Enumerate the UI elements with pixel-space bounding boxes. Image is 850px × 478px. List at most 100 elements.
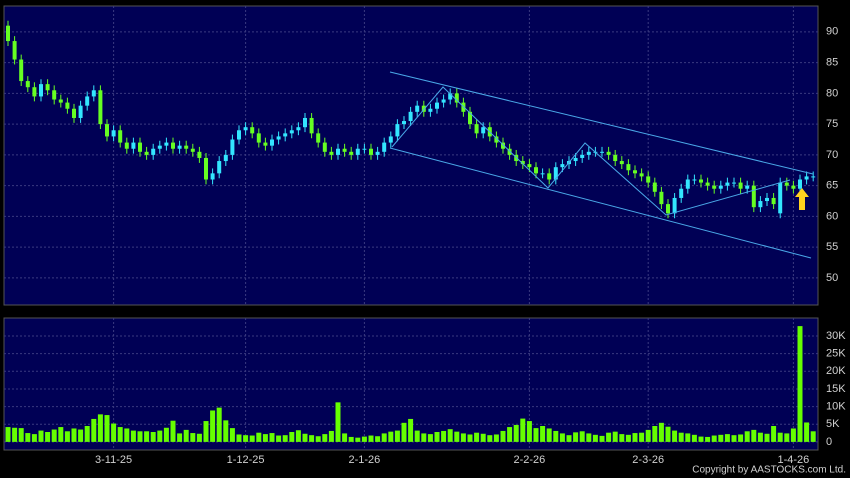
candle-body [270, 139, 274, 146]
volume-bar [368, 435, 374, 442]
volume-bar [18, 428, 24, 442]
candle-body [151, 148, 156, 155]
y-tick-label: 60 [826, 210, 838, 222]
candle-body [283, 133, 288, 137]
candle-body [798, 179, 802, 189]
volume-bar [276, 435, 282, 442]
candle-body [375, 151, 380, 155]
volume-bar [612, 431, 618, 442]
candle-body [732, 182, 736, 184]
candle-body [336, 148, 340, 155]
volume-bar [394, 430, 400, 442]
volume-bar [599, 435, 605, 442]
candle-body [72, 108, 76, 118]
volume-bar [757, 432, 763, 442]
candle-body [765, 197, 769, 202]
zigzag [391, 86, 791, 216]
volume-bar [210, 410, 216, 442]
y-tick-label: 70 [826, 149, 838, 161]
candle-body [652, 182, 657, 192]
volume-bar [427, 434, 433, 442]
candle-body [547, 173, 552, 180]
volume-bar [64, 431, 70, 442]
volume-bar [45, 432, 51, 442]
candle-body [32, 87, 37, 97]
candle-body [230, 139, 235, 155]
candle-body [105, 124, 109, 137]
candle-body [573, 157, 578, 162]
x-tick-label: 3-11-25 [95, 454, 132, 466]
candle-body [435, 102, 439, 109]
volume-bar [625, 434, 631, 442]
volume-bar [223, 420, 229, 442]
volume-bar [130, 430, 136, 442]
volume-bar [196, 433, 202, 442]
volume-bar [645, 429, 651, 442]
y-tick-label: 85 [826, 57, 838, 69]
volume-bar [335, 402, 341, 442]
candle-body [131, 142, 136, 149]
candle-body [144, 151, 149, 155]
volume-bar [381, 433, 387, 442]
volume-bar [520, 418, 526, 442]
volume-bar [51, 429, 57, 442]
volume-bar [170, 420, 176, 442]
candle-body [164, 142, 169, 146]
volume-bar [249, 435, 255, 442]
candle-body [197, 151, 202, 158]
volume-bar [328, 430, 334, 442]
candle-body [25, 81, 30, 88]
candle-body [237, 130, 241, 140]
volume-bar [163, 427, 169, 442]
channel-upper [389, 71, 814, 175]
candle-body [408, 111, 413, 122]
volume-bar [658, 422, 664, 442]
volume-bar [639, 432, 645, 442]
volume-bar [25, 433, 31, 442]
volume-bar [705, 436, 711, 442]
candle-body [527, 164, 532, 168]
candle-body [382, 142, 387, 152]
candle-body [454, 93, 459, 103]
candle-body [223, 154, 228, 162]
volume-bar [810, 431, 816, 442]
arrow-icon [795, 188, 809, 210]
candle-body [355, 148, 360, 155]
volume-bar [586, 433, 592, 442]
volume-bar [203, 421, 209, 442]
price-panel [3, 5, 819, 306]
volume-bar [58, 427, 64, 442]
candle-body [784, 182, 789, 186]
candle-body [778, 182, 783, 214]
volume-bar [691, 434, 697, 442]
candle-body [45, 84, 50, 91]
volume-bar [315, 436, 321, 442]
volume-bar [751, 429, 757, 442]
volume-bar [111, 423, 117, 442]
volume-bar [566, 435, 572, 442]
volume-bar [408, 418, 414, 442]
y-tick-label: 10K [826, 400, 846, 412]
volume-bar [447, 429, 453, 442]
candle-body [712, 185, 717, 189]
volume-bar [500, 430, 506, 442]
volume-bar [414, 430, 420, 442]
volume-bar [282, 435, 288, 442]
candle-body [276, 136, 281, 140]
volume-bar [513, 424, 519, 442]
volume-bar [302, 433, 308, 442]
candle-body [421, 105, 426, 112]
y-tick-label: 20K [826, 365, 846, 377]
candle-body [811, 176, 816, 178]
candle-body [85, 96, 90, 106]
volume-bar [243, 435, 249, 442]
candle-body [705, 182, 710, 186]
candle-body [322, 142, 327, 152]
volume-bar [606, 432, 612, 442]
volume-bar [322, 434, 328, 442]
volume-bar [190, 433, 196, 442]
volume-bar [348, 436, 354, 442]
volume-bar [71, 428, 77, 442]
candle-body [98, 90, 103, 125]
volume-bar [460, 433, 466, 442]
